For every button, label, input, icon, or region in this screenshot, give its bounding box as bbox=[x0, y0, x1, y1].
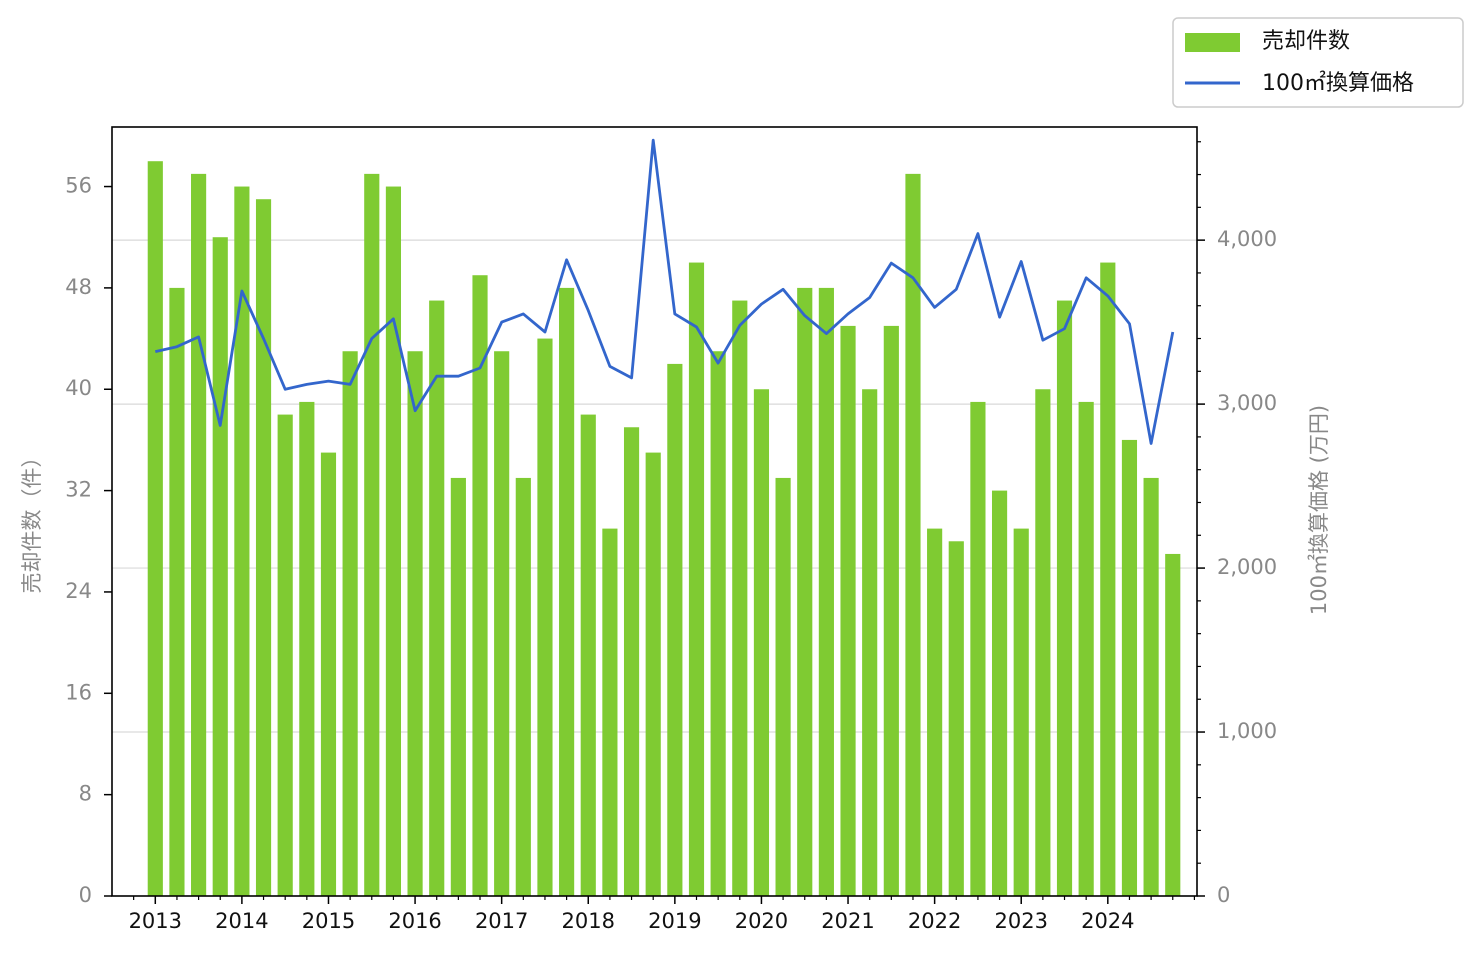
bar bbox=[147, 161, 163, 896]
plot-frame bbox=[111, 126, 1198, 897]
x-tick-label: 2015 bbox=[302, 909, 355, 933]
x-tick-label: 2021 bbox=[821, 909, 874, 933]
y-tick-label: 8 bbox=[79, 782, 92, 806]
bar bbox=[450, 477, 466, 896]
y-tick-label: 0 bbox=[79, 883, 92, 907]
x-tick-label: 2022 bbox=[908, 909, 961, 933]
bar bbox=[255, 199, 272, 896]
bar bbox=[1078, 401, 1094, 896]
bar bbox=[775, 477, 791, 896]
x-tick-label: 2023 bbox=[994, 909, 1047, 933]
x-tick-label: 2019 bbox=[648, 909, 701, 933]
bar bbox=[407, 351, 423, 896]
bar bbox=[320, 452, 337, 896]
x-tick-label: 2017 bbox=[475, 909, 528, 933]
bar bbox=[753, 389, 770, 896]
bar bbox=[667, 363, 683, 897]
bar bbox=[905, 173, 921, 897]
bar bbox=[169, 287, 185, 897]
axis-ticks: 0 8 16 24 32 40 48 56 0 1,000 2,000 3,000 4,000 2013 2… bbox=[65, 141, 1277, 933]
bar bbox=[299, 401, 315, 896]
y-tick-label: 16 bbox=[65, 680, 92, 704]
bar bbox=[1100, 262, 1116, 896]
y-tick-label: 40 bbox=[65, 376, 92, 400]
bar bbox=[191, 173, 207, 897]
bar bbox=[710, 351, 726, 896]
bar bbox=[1035, 389, 1051, 896]
bar bbox=[883, 325, 899, 897]
bar bbox=[1013, 528, 1029, 896]
legend-bar-swatch bbox=[1185, 33, 1240, 52]
bar bbox=[212, 237, 228, 896]
bar bbox=[429, 300, 445, 896]
y-tick-label: 48 bbox=[65, 275, 92, 299]
bar bbox=[927, 528, 943, 896]
bar bbox=[515, 477, 531, 896]
bar bbox=[342, 351, 358, 896]
x-tick-label: 2024 bbox=[1081, 909, 1134, 933]
bar bbox=[385, 186, 402, 897]
price-line-series bbox=[154, 138, 1175, 445]
bar bbox=[1165, 553, 1181, 896]
x-tick-label: 2013 bbox=[129, 909, 182, 933]
bar bbox=[1143, 477, 1159, 896]
bar bbox=[948, 541, 964, 896]
y2-tick-label: 4,000 bbox=[1217, 227, 1277, 251]
y2-tick-label: 2,000 bbox=[1217, 555, 1277, 579]
bar bbox=[645, 452, 661, 896]
bar bbox=[840, 325, 856, 897]
bar bbox=[970, 401, 986, 896]
bar bbox=[277, 414, 293, 896]
bar bbox=[623, 427, 640, 896]
x-tick-label: 2014 bbox=[215, 909, 268, 933]
bar bbox=[862, 389, 878, 896]
y2-tick-label: 3,000 bbox=[1217, 391, 1277, 415]
bar bbox=[472, 275, 488, 896]
bar bbox=[1056, 300, 1073, 896]
legend-box bbox=[1172, 17, 1464, 108]
bar bbox=[688, 262, 705, 896]
bar bbox=[991, 490, 1008, 896]
x-tick-label: 2016 bbox=[388, 909, 441, 933]
y-tick-label: 56 bbox=[65, 174, 92, 198]
legend-line-label: 100㎡換算価格 bbox=[1262, 70, 1414, 96]
bar bbox=[797, 287, 813, 897]
y-tick-label: 32 bbox=[65, 478, 92, 502]
bar bbox=[559, 287, 575, 897]
bar bbox=[537, 338, 553, 896]
legend: 売却件数 100㎡換算価格 bbox=[1172, 17, 1464, 108]
y2-tick-label: 0 bbox=[1217, 883, 1230, 907]
bar bbox=[234, 186, 250, 897]
legend-bar-label: 売却件数 bbox=[1262, 29, 1350, 54]
x-tick-label: 2018 bbox=[562, 909, 615, 933]
bar bbox=[602, 528, 618, 896]
bar bbox=[494, 351, 510, 896]
y2-axis-title: 100㎡換算価格 (万円) bbox=[1307, 405, 1331, 615]
y2-tick-label: 1,000 bbox=[1217, 719, 1277, 743]
bar bbox=[1121, 439, 1138, 896]
bar bbox=[580, 414, 596, 896]
y-axis-title: 売却件数（件） bbox=[20, 447, 44, 594]
bar bbox=[818, 287, 834, 897]
x-tick-label: 2020 bbox=[735, 909, 788, 933]
bar bbox=[364, 173, 380, 897]
bar bbox=[732, 300, 748, 896]
y-tick-label: 24 bbox=[65, 579, 92, 603]
